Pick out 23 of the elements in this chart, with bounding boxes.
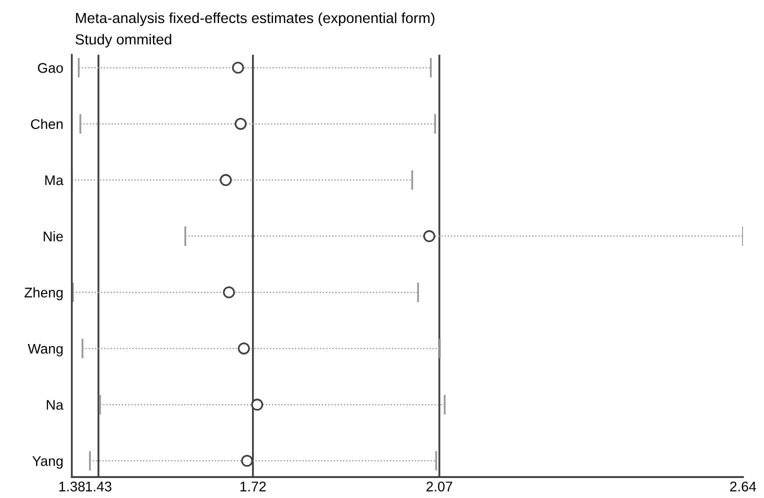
x-tick-label: 2.07 <box>426 482 452 492</box>
point <box>238 342 250 354</box>
y-tick-label: Chen <box>30 118 63 130</box>
point <box>241 454 254 467</box>
chart-title: Meta-analysis fixed-effects estimates (exponential form) <box>76 12 434 26</box>
y-tick-label: Gao <box>38 63 63 73</box>
point <box>234 118 247 130</box>
y-tick-label: Ma <box>45 175 64 186</box>
x-tick-label: 1.38 <box>59 482 85 492</box>
chart-subtitle: Study ommited <box>76 34 172 48</box>
point <box>220 174 232 186</box>
point <box>232 62 244 74</box>
x-tick-label: 1.72 <box>240 482 266 492</box>
y-tick-label: Na <box>46 400 64 410</box>
y-tick-label: Nie <box>44 231 63 242</box>
y-tick-label: Wang <box>28 344 63 356</box>
x-tick-label: 2.64 <box>730 482 756 492</box>
point <box>222 286 235 298</box>
y-tick-label: Zheng <box>24 287 63 300</box>
y-tick-label: Yang <box>32 456 63 469</box>
point <box>423 230 436 242</box>
x-tick-label: 1.43 <box>86 482 112 492</box>
point <box>251 398 264 411</box>
